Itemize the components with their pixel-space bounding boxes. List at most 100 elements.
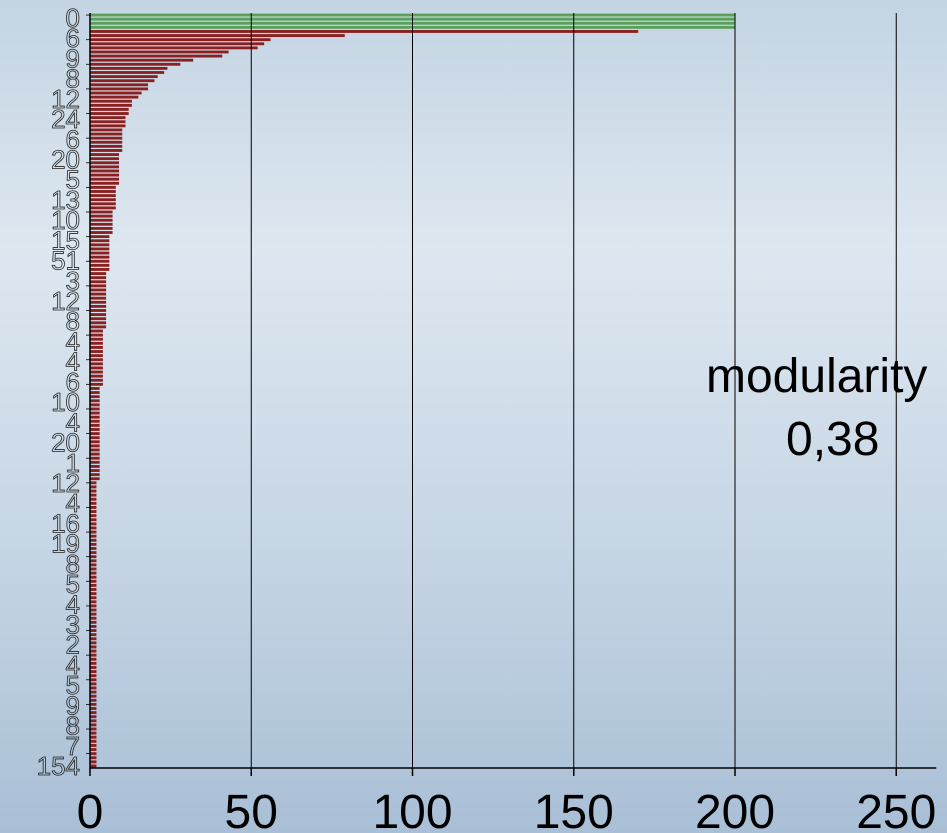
bar [90,263,110,267]
bar [90,296,107,300]
bar [90,698,97,702]
bar [90,678,97,682]
bar [90,190,116,193]
category-label: 3 [66,609,80,639]
category-label: 6 [66,23,80,53]
bar [90,592,97,596]
category-label: 20 [51,145,80,175]
bar [90,337,103,341]
bar [90,341,103,345]
bar [90,428,100,431]
bar [90,625,97,628]
category-label: 8 [66,549,80,579]
bar [90,419,100,423]
x-tick-labels: 0 50 100 150 200 250 [77,786,937,833]
bar [90,333,103,337]
bar [90,506,97,509]
bar [90,358,103,362]
bar [90,309,107,312]
bar [90,407,100,411]
bar [90,247,110,251]
axes [86,13,937,776]
category-label: 15 [51,225,80,255]
bar [90,715,97,719]
bar [90,756,97,760]
bar [90,686,97,690]
category-label: 12 [51,84,80,114]
bar [90,194,116,198]
bar [90,136,123,140]
bar [90,719,97,723]
bar [90,374,103,378]
bar [90,579,97,583]
x-tick-label: 150 [534,786,614,833]
bar [90,255,110,259]
bar [90,50,229,54]
bar [90,382,103,386]
bar [90,288,107,292]
bar [90,497,97,501]
bar [90,210,113,214]
category-label: 4 [66,488,80,518]
bar [90,403,100,407]
bar [90,415,100,419]
bar [90,473,100,477]
bar [90,239,110,243]
bar [90,395,100,399]
bar [90,112,129,115]
bar [90,432,100,436]
bar [90,177,120,181]
bar [90,460,100,464]
bar [90,198,116,202]
bar [90,444,100,448]
category-label: 6 [66,367,80,397]
bar [90,83,149,87]
bar [90,391,100,394]
bar [90,510,97,513]
bar [90,735,97,739]
bar [90,169,120,173]
bar [90,616,97,620]
x-tick-label: 0 [77,786,104,833]
bar [90,600,97,604]
bar [90,276,107,280]
bar [90,62,181,66]
bar [90,411,100,415]
bar [90,116,126,120]
bar [90,317,107,321]
bar [90,596,97,600]
bar [90,304,107,308]
bar [90,140,123,144]
bar [90,637,97,641]
bar [90,153,120,156]
bar [90,54,223,58]
bar [90,30,639,33]
category-label: 1 [66,448,80,478]
bar [90,694,97,698]
category-label: 8 [66,64,80,94]
grid-lines [250,13,897,768]
bar [90,489,97,493]
bar [90,670,97,674]
bar [90,222,113,226]
bar [90,95,139,99]
category-label: 2 [66,630,80,660]
bar [90,682,97,686]
bar [90,71,165,74]
annotation-label: modularity [706,350,927,403]
category-label: 5 [66,165,80,195]
bar [90,764,97,768]
bar [90,38,271,42]
bar [90,583,97,587]
category-label: 6 [66,124,80,154]
bar [90,226,113,230]
bar [90,350,103,353]
bar [90,551,97,555]
bar [90,547,97,550]
bar [90,42,265,46]
bar [90,284,107,288]
bar [90,185,116,189]
category-label: 9 [66,690,80,720]
bar [90,608,97,612]
